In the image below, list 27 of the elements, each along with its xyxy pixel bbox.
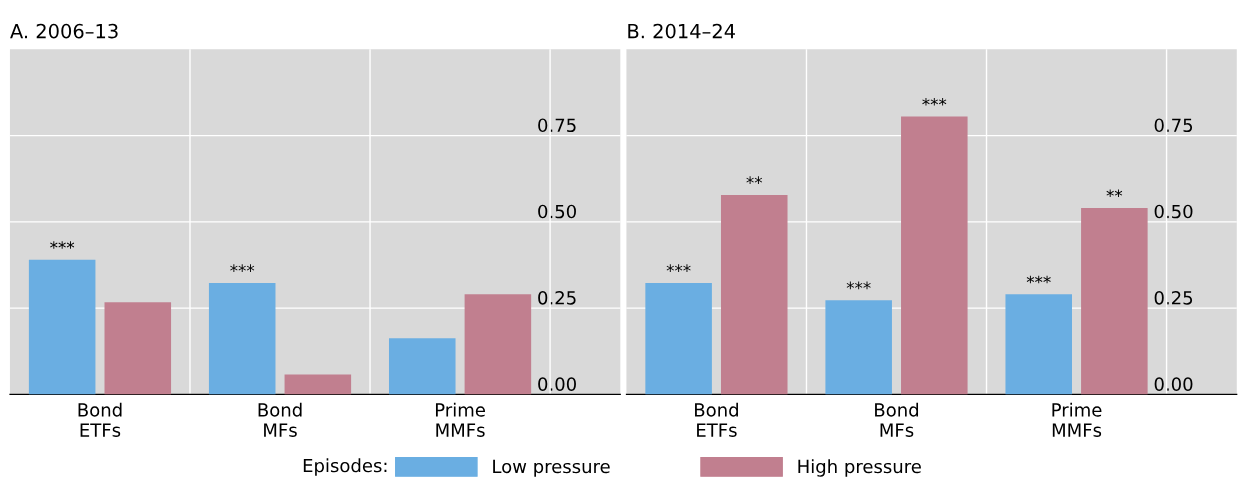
annotation: ** [746, 176, 763, 184]
y-tick-label: 0.25 [1154, 290, 1193, 305]
annotation: ** [1106, 189, 1123, 198]
y-tick-label: 0.00 [1154, 377, 1193, 391]
annotation: *** [1026, 275, 1051, 284]
x-tick-label: Bond ETFs [78, 402, 122, 437]
y-tick-label: 0.50 [1154, 204, 1193, 219]
legend-label: Low pressure [493, 459, 610, 477]
y-tick-label: 0.00 [538, 377, 576, 391]
x-tick-label: Prime MMFs [435, 402, 485, 437]
legend-title: Episodes: [303, 458, 387, 476]
annotation: *** [666, 264, 691, 272]
y-tick-label: 0.75 [1154, 118, 1193, 133]
x-tick-label: Bond MFs [258, 402, 302, 437]
x-tick-label: Prime MMFs [1052, 402, 1102, 437]
y-tick-label: 0.75 [538, 118, 576, 133]
annotation: *** [50, 241, 75, 249]
annotation: *** [922, 97, 947, 106]
annotation: *** [846, 281, 871, 290]
chart-title: A. 2006–13 [10, 23, 118, 39]
x-tick-label: Bond ETFs [695, 402, 738, 437]
annotation: *** [230, 264, 255, 272]
legend-label: High pressure [798, 459, 921, 477]
y-tick-label: 0.50 [538, 204, 576, 219]
y-tick-label: 0.25 [538, 290, 576, 305]
chart-title: B. 2014–24 [628, 23, 735, 39]
x-tick-label: Bond MFs [875, 402, 919, 437]
